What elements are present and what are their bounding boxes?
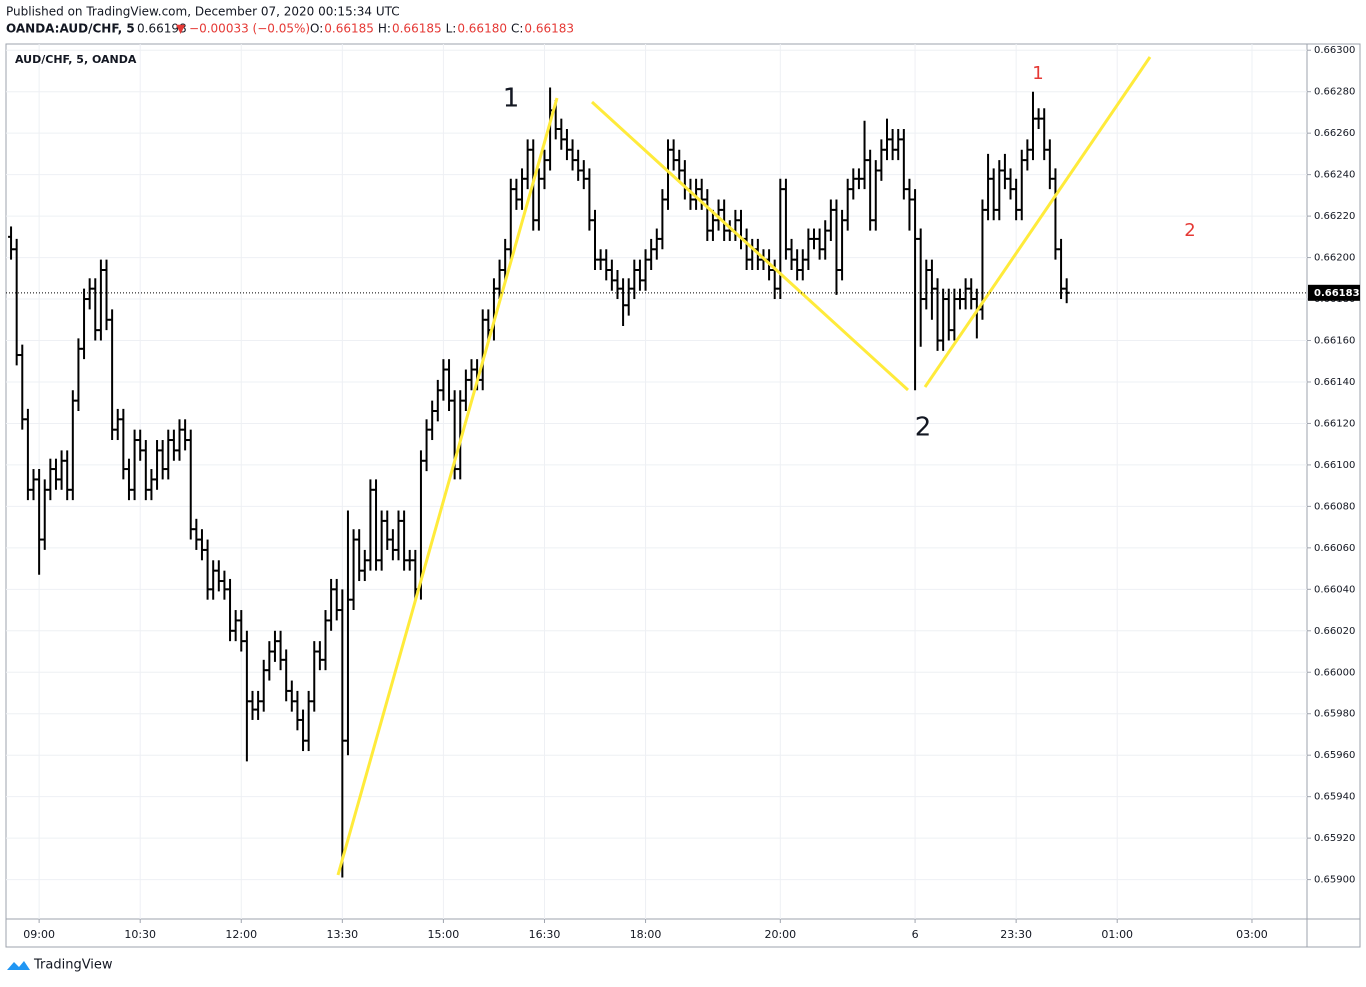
x-tick-label: 15:00	[428, 928, 460, 941]
logo: TradingView	[7, 958, 113, 973]
y-tick-label: 0.66080	[1314, 501, 1355, 512]
x-tick-label: 01:00	[1101, 928, 1133, 941]
y-tick-label: 0.65920	[1314, 833, 1355, 844]
frame	[5, 43, 1361, 948]
y-tick-label: 0.66000	[1314, 667, 1355, 678]
y-tick-label: 0.66220	[1314, 211, 1355, 222]
ohlc-label: O:	[310, 22, 323, 36]
x-tick-label: 10:30	[124, 928, 156, 941]
y-tick-label: 0.66140	[1314, 377, 1355, 388]
y-tick-label: 0.66300	[1314, 45, 1355, 56]
last-price-label: 0.66183	[1314, 288, 1360, 299]
x-tick-label: 23:30	[1000, 928, 1032, 941]
ohlc-value: 0.66185	[392, 22, 442, 36]
brand: TradingView	[33, 958, 113, 973]
x-tick-label: 18:00	[630, 928, 662, 941]
ohlc-header: O: 0.66185 H: 0.66185 L: 0.66180 C: 0.66183	[310, 22, 574, 36]
y-tick-label: 0.65940	[1314, 792, 1355, 803]
y-tick-label: 0.66280	[1314, 87, 1355, 98]
y-tick-label: 0.66100	[1314, 460, 1355, 471]
trend-line	[590, 100, 910, 392]
y-tick-label: 0.66040	[1314, 584, 1355, 595]
y-tick-label: 0.66260	[1314, 128, 1355, 139]
y-tick-label: 0.66060	[1314, 543, 1355, 554]
x-tick-label: 20:00	[764, 928, 796, 941]
y-tick-label: 0.66200	[1314, 253, 1355, 264]
last-price-box	[1308, 284, 1360, 301]
ohlc-label: H:	[378, 22, 391, 36]
chart-title: AUD/CHF, 5, OANDA	[15, 53, 137, 66]
trend-line	[336, 97, 559, 876]
x-tick-label: 12:00	[225, 928, 257, 941]
published-note: Published on TradingView.com, December 0…	[6, 5, 400, 19]
ohlc-label: C:	[511, 22, 523, 36]
logo-icon	[7, 961, 30, 970]
y-tick-label: 0.65980	[1314, 709, 1355, 720]
y-tick-label: 0.65960	[1314, 750, 1355, 761]
wave-label: 1	[503, 84, 520, 114]
y-tick-label: 0.66160	[1314, 336, 1355, 347]
wave-label: 1	[1032, 63, 1043, 84]
ohlc-value: 0.66183	[524, 22, 574, 36]
x-tick-label: 6	[912, 928, 919, 941]
y-tick-label: 0.66020	[1314, 626, 1355, 637]
x-tick-label: 16:30	[529, 928, 561, 941]
y-tick-label: 0.66240	[1314, 170, 1355, 181]
change: ▼ −0.00033 (−0.05%)	[176, 22, 310, 36]
x-tick-label: 03:00	[1236, 928, 1268, 941]
grid	[6, 44, 1307, 919]
y-tick-label: 0.65900	[1314, 875, 1355, 886]
ohlc-value: 0.66180	[457, 22, 507, 36]
bars	[8, 87, 1070, 878]
ohlc-label: L:	[446, 22, 457, 36]
ohlc-value: 0.66185	[324, 22, 374, 36]
x-tick-label: 09:00	[23, 928, 55, 941]
wave-label: 2	[1184, 220, 1195, 241]
trend-line	[923, 56, 1152, 388]
price: 0.66198	[137, 22, 187, 36]
x-tick-label: 13:30	[326, 928, 358, 941]
y-tick-label: 0.66120	[1314, 418, 1355, 429]
symbol: OANDA:AUD/CHF, 5	[6, 22, 135, 36]
drawings	[336, 56, 1152, 876]
wave-label: 2	[915, 413, 932, 443]
